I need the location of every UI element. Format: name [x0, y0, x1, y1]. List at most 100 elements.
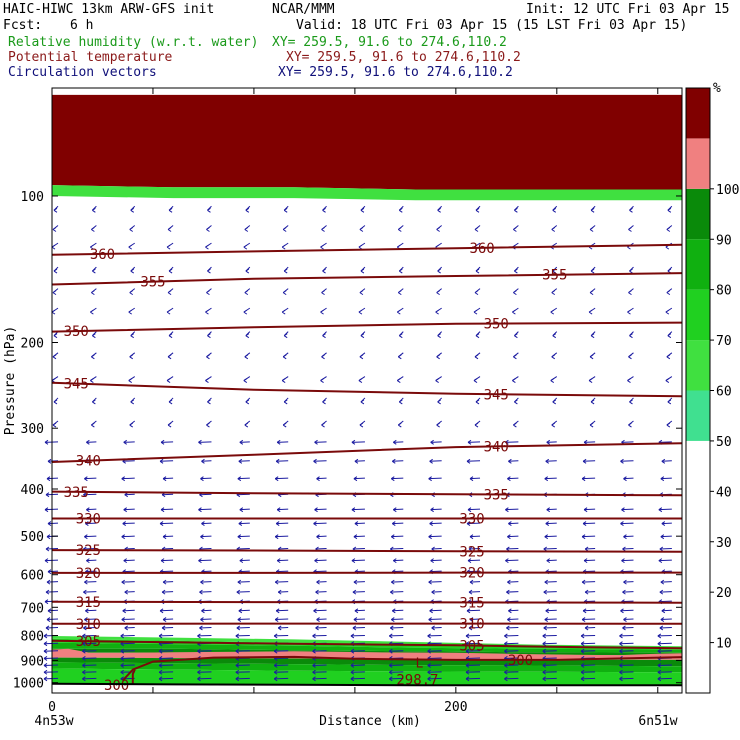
vector-head	[427, 648, 431, 654]
vector-head	[544, 617, 549, 622]
vector-head	[237, 534, 242, 540]
colorbar-tick-label: 100	[716, 183, 739, 198]
vector-head	[322, 207, 326, 213]
vector-head	[350, 676, 355, 682]
vector-head	[473, 378, 478, 383]
vector	[160, 609, 174, 612]
vector-head	[360, 399, 365, 405]
vector-head	[46, 579, 51, 585]
vector-head	[350, 648, 355, 654]
vector-head	[160, 558, 165, 564]
vector	[658, 441, 672, 443]
vector	[86, 559, 97, 562]
vector-head	[657, 648, 662, 654]
vector-head	[359, 422, 364, 428]
vector	[467, 441, 481, 443]
vector-head	[84, 617, 88, 622]
vector-head	[322, 268, 326, 274]
vector	[313, 609, 327, 612]
vector-head	[469, 579, 474, 585]
y-tick-label: 600	[21, 569, 44, 584]
vector-head	[584, 625, 589, 631]
vector-head	[665, 309, 670, 315]
vector-head	[162, 617, 167, 622]
vector-head	[398, 354, 402, 360]
vector-head	[85, 521, 89, 527]
vector-head	[545, 458, 550, 464]
vector	[622, 626, 634, 629]
vector	[661, 460, 672, 462]
x-end-label: 6n51w	[638, 714, 677, 729]
vector	[584, 508, 596, 511]
field-vec-name: Circulation vectors	[8, 65, 157, 80]
vector-head	[580, 633, 585, 639]
rh-layer-2	[52, 642, 682, 653]
vector	[277, 508, 289, 511]
theta-label: 315	[459, 595, 484, 611]
vector-head	[312, 669, 316, 675]
x-tick-label: 0	[48, 700, 56, 715]
vector	[469, 581, 481, 583]
vector-head	[313, 608, 317, 614]
vector	[122, 460, 135, 462]
vector-head	[321, 290, 325, 296]
vector	[620, 570, 634, 573]
vector-head	[84, 534, 88, 540]
vector	[544, 581, 557, 583]
vector-head	[238, 458, 243, 464]
vector	[160, 522, 174, 525]
vector	[661, 522, 672, 525]
vector-head	[245, 333, 250, 339]
vector-head	[314, 507, 318, 513]
vector-head	[550, 378, 555, 383]
vector-head	[551, 290, 556, 296]
vector-head	[321, 354, 325, 360]
vector	[199, 493, 212, 496]
vector-head	[276, 439, 281, 445]
vector	[546, 441, 557, 443]
fcst-value: 6 h	[70, 18, 94, 33]
theta-contour-340	[51, 442, 683, 463]
vector-head	[200, 534, 204, 540]
vector-head	[84, 476, 88, 482]
vector	[86, 441, 97, 443]
vector-head	[91, 354, 95, 360]
vector	[237, 477, 250, 480]
vector	[620, 460, 634, 462]
vector-head	[322, 333, 326, 339]
vector-head	[436, 290, 440, 296]
theta-label: 305	[459, 639, 484, 655]
vector-head	[245, 268, 250, 274]
vector-head	[474, 227, 479, 232]
vector-head	[235, 669, 240, 675]
colorbar-swatch-1	[686, 390, 710, 441]
vector-head	[158, 663, 163, 668]
vector	[352, 591, 365, 593]
vector-head	[315, 589, 319, 595]
vector	[236, 626, 250, 629]
vector-head	[353, 579, 358, 585]
vector-head	[358, 378, 363, 383]
y-tick-label: 200	[21, 336, 44, 351]
vector-head	[546, 439, 551, 445]
vector	[351, 441, 365, 443]
vector-head	[128, 309, 133, 315]
theta-contour-300	[131, 669, 136, 685]
vector-head	[85, 608, 89, 614]
theta-label: 300	[508, 653, 533, 669]
colorbar-tick-label: 60	[716, 385, 732, 400]
vector-head	[392, 458, 396, 464]
vector-head	[43, 663, 48, 668]
y-tick-label: 100	[21, 190, 44, 205]
vector	[583, 570, 596, 573]
vector-head	[83, 589, 87, 595]
vector-head	[121, 534, 126, 540]
vector-head	[551, 422, 556, 428]
vector-head	[244, 354, 249, 360]
vector-head	[580, 676, 585, 682]
vector-head	[130, 399, 135, 405]
vector	[276, 522, 289, 525]
vector-head	[466, 458, 471, 464]
vector-head	[543, 589, 548, 595]
vector	[469, 477, 481, 480]
